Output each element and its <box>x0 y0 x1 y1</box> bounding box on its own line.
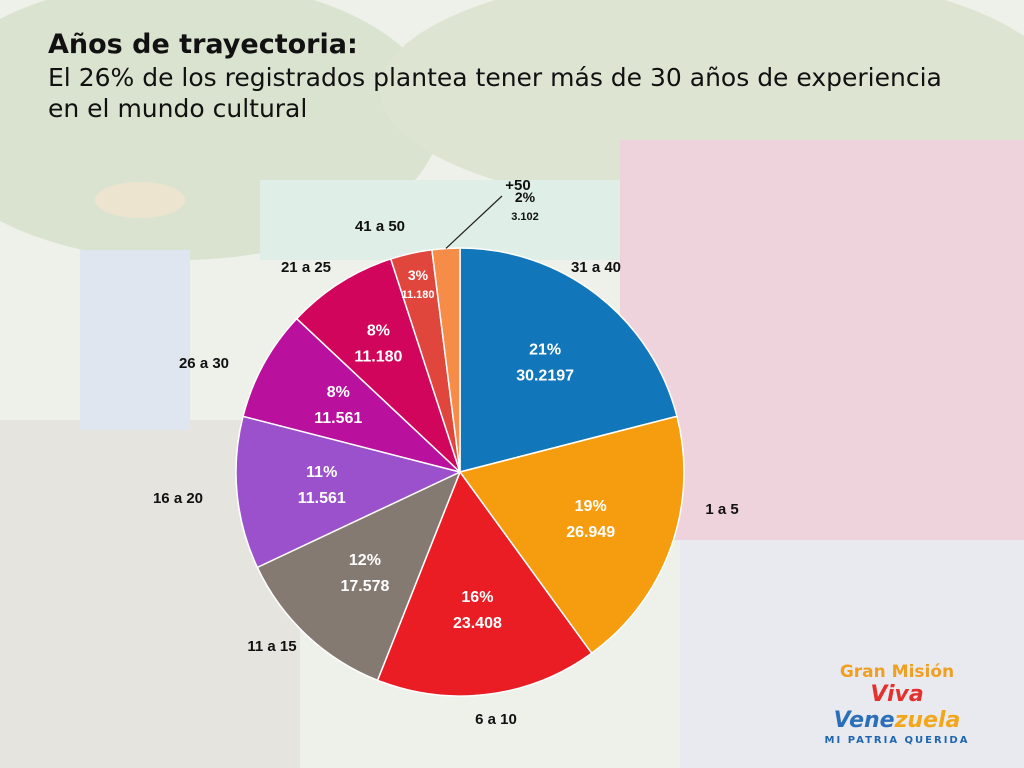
logo-word-vene: Vene <box>833 708 895 733</box>
slice-category-label: 41 a 50 <box>355 218 405 235</box>
slice-category-label: 6 a 10 <box>475 711 517 728</box>
slice-category-label: 26 a 30 <box>179 355 229 372</box>
slice-category-label: 16 a 20 <box>153 490 203 507</box>
pie-slice <box>256 470 462 682</box>
slice-percent-label: 11% <box>306 464 337 481</box>
logo-word-viva: Viva <box>870 682 924 707</box>
pie-inner-labels: 21% 30.2197 19% 26.949 16% 23.408 12% 17.578 11%… <box>298 189 616 632</box>
pie-slice <box>431 247 461 473</box>
pie-slice <box>376 470 593 697</box>
slice-value-label: 11.180 <box>401 289 434 301</box>
slice-category-label: +50 <box>505 177 530 194</box>
logo-line-3: MI PATRIA QUERIDA <box>824 735 970 746</box>
slice-percent-label: 21% <box>529 341 561 358</box>
slice-percent-label: 16% <box>461 589 493 606</box>
slice-percent-label: 8% <box>327 384 350 401</box>
slice-value-label: 23.408 <box>453 615 502 632</box>
pie-slice <box>459 247 678 473</box>
pie-slice <box>235 415 463 569</box>
slice-percent-label: 2% <box>515 189 536 205</box>
slice-value-label: 11.180 <box>354 348 402 365</box>
slice-category-label: 31 a 40 <box>571 259 621 276</box>
slice-value-label: 11.561 <box>298 490 346 507</box>
slice-percent-label: 12% <box>349 552 381 569</box>
slice-category-label: 11 a 15 <box>247 638 296 655</box>
slice-value-label: 30.2197 <box>516 367 574 384</box>
slice-value-label: 11.561 <box>314 410 362 427</box>
logo-line-1: Gran Misión <box>839 662 955 682</box>
pie-slice <box>295 258 461 473</box>
pie-category-labels: 31 a 40 1 a 5 6 a 10 11 a 15 16 a 20 26 a 30 2… <box>153 177 739 728</box>
logo-word-zuela: zuela <box>894 708 961 733</box>
page-subtitle-line-1: El 26% de los registrados plantea tener … <box>48 63 942 92</box>
leader-line <box>445 195 503 249</box>
page-title: Años de trayectoria: <box>48 29 358 60</box>
slice-value-label: 17.578 <box>340 578 389 595</box>
pie-slice <box>458 415 685 655</box>
slice-percent-label: 19% <box>575 498 607 515</box>
slice-category-label: 21 a 25 <box>281 259 331 276</box>
page-subtitle-line-2: en el mundo cultural <box>48 94 308 123</box>
header: Años de trayectoria: El 26% de los regis… <box>48 28 1008 124</box>
slice-percent-label: 8% <box>367 322 390 339</box>
gran-mision-logo: Gran Misión Viva Venezuela MI PATRIA QUE… <box>812 662 982 746</box>
slice-value-label: 3.102 <box>511 211 539 223</box>
slice-value-label: 26.949 <box>566 524 615 541</box>
slice-category-label: 1 a 5 <box>705 501 738 518</box>
slice-percent-label: 3% <box>408 267 429 283</box>
pie-slice <box>242 317 461 473</box>
pie-slices <box>235 247 685 697</box>
logo-line-2: Viva Venezuela <box>812 682 982 734</box>
